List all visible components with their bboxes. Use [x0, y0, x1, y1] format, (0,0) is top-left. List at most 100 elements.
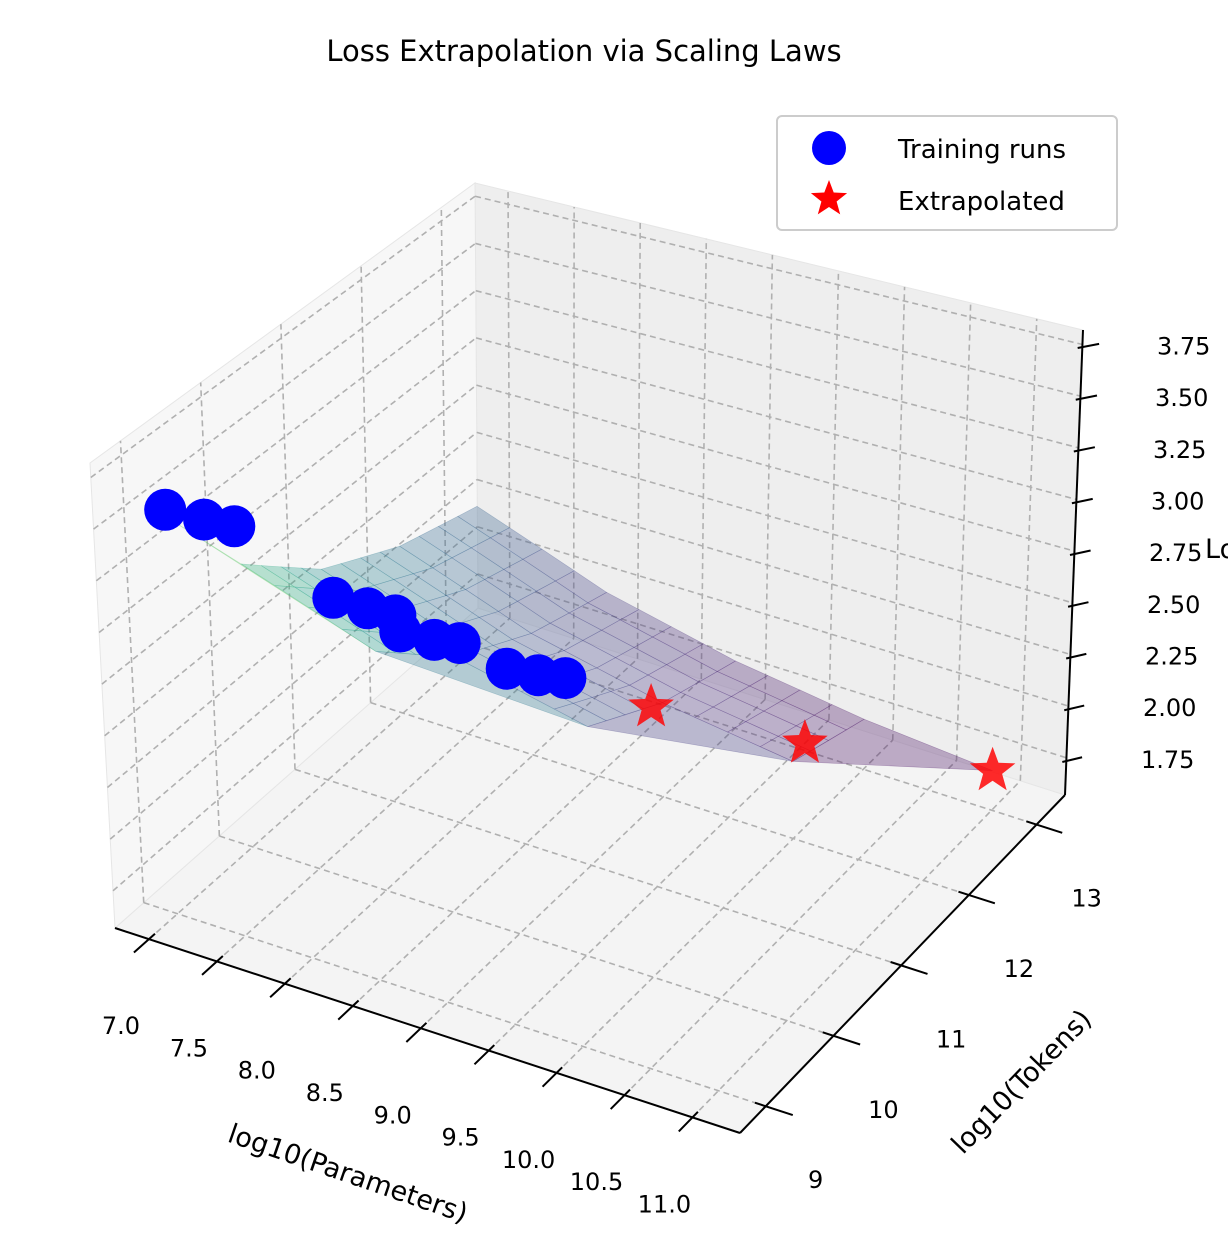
z-tick-mark: [1075, 394, 1098, 401]
gridline-y-floor: [294, 768, 902, 967]
surface-face: [568, 602, 621, 631]
y-tick-label: 12: [1004, 955, 1035, 983]
surface-face: [497, 600, 551, 634]
gridline-z-back: [475, 289, 1079, 449]
surface-face: [375, 651, 588, 727]
surface-face: [379, 545, 434, 575]
extrapolated-point: [628, 683, 674, 727]
surface-face: [511, 633, 565, 657]
z-tick-label: 3.75: [1157, 333, 1210, 361]
surface-face: [484, 569, 538, 602]
legend-label-training-runs: Training runs: [897, 135, 1066, 165]
gridline-x-back: [507, 190, 511, 619]
gridline-x-floor: [691, 780, 1021, 1118]
training-run-point: [485, 647, 528, 690]
z-axis-line: [1064, 329, 1084, 796]
axes-panes: [89, 182, 1084, 1134]
z-tick-label: 3.00: [1151, 488, 1204, 516]
gridline-y-left: [360, 265, 372, 703]
gridline-y-left: [199, 382, 221, 837]
gridline-x-floor: [488, 719, 830, 1052]
x-tick-label: 10.0: [502, 1146, 555, 1174]
surface-face: [698, 671, 751, 697]
z-tick-label: 3.50: [1155, 384, 1208, 412]
surface-face: [489, 527, 543, 560]
surface-face: [478, 611, 532, 640]
x-tick-mark: [201, 955, 224, 976]
gridline-y-left: [440, 207, 448, 637]
surface-face: [633, 636, 686, 665]
z-tick-mark: [1062, 756, 1083, 763]
x-tick-label: 10.5: [570, 1168, 623, 1196]
gridline-z-back: [474, 195, 1083, 346]
y-tick-mark: [1025, 820, 1063, 834]
surface-face: [465, 579, 519, 612]
gridline-z-back: [477, 526, 1069, 707]
x-tick-mark: [133, 933, 156, 954]
surface-face: [763, 700, 815, 727]
surface-face: [563, 640, 617, 669]
x-axis-label: log10(Parameters): [224, 1118, 472, 1229]
gridline-x-back: [636, 222, 642, 659]
gridline-y-floor: [219, 835, 834, 1037]
x-axis-line: [114, 927, 741, 1134]
gridline-x-back: [700, 238, 708, 680]
x-tick-label: 7.5: [170, 1034, 208, 1062]
surface-face: [716, 660, 769, 687]
surface-face: [457, 505, 511, 539]
z-tick-mark: [1071, 497, 1093, 505]
y-tick-mark: [890, 961, 928, 975]
surface-face: [781, 689, 833, 716]
surface-face: [813, 704, 865, 731]
y-tick-label: 13: [1071, 885, 1102, 913]
surface-face: [572, 697, 626, 722]
x-tick-mark: [678, 1111, 699, 1133]
training-run-point: [379, 610, 422, 653]
surface-face: [651, 626, 705, 655]
gridline-z-left: [104, 431, 478, 737]
surface-face: [503, 558, 556, 592]
gridline-x-back: [891, 286, 906, 741]
gridline-x-back: [764, 254, 774, 700]
surface-face: [647, 664, 700, 693]
gridline-y-left: [119, 440, 145, 903]
y-tick-mark: [754, 1101, 794, 1117]
surface-face: [684, 643, 737, 672]
surface-face: [426, 595, 480, 624]
surface-face: [554, 570, 608, 604]
surface-face: [587, 592, 640, 621]
surface-face: [614, 647, 668, 676]
y-axis-line: [739, 794, 1066, 1134]
gridline-x-back: [1019, 318, 1038, 781]
surface-face: [470, 537, 524, 570]
gridline-z-back: [475, 337, 1077, 501]
gridline-z-back: [475, 242, 1081, 397]
x-tick-mark: [473, 1044, 496, 1066]
training-run-point: [438, 622, 481, 665]
axis-lines: [114, 329, 1100, 1134]
gridline-x-floor: [148, 617, 511, 940]
z-tick-mark: [1067, 601, 1089, 608]
surface-face: [577, 667, 631, 692]
z-tick-label: 1.75: [1141, 746, 1194, 774]
gridline-x-floor: [623, 759, 958, 1096]
gridline-z-left: [109, 526, 478, 840]
surface-face: [445, 589, 500, 618]
gridline-z-left: [106, 478, 478, 789]
x-tick-mark: [541, 1066, 563, 1088]
surface-face: [553, 702, 608, 727]
surface-face: [522, 548, 575, 582]
z-axis-label: Loss: [1205, 534, 1228, 565]
surface-face: [451, 547, 505, 580]
legend-marker-training-runs: [812, 131, 846, 165]
z-tick-mark: [1064, 704, 1085, 712]
surface-face: [399, 535, 453, 569]
z-tick-mark: [1077, 342, 1100, 349]
surface-face: [748, 675, 801, 701]
z-tick-label: 2.25: [1145, 643, 1198, 671]
x-tick-label: 8.5: [306, 1079, 344, 1107]
surface-face: [418, 526, 472, 559]
training-run-point: [312, 576, 355, 619]
surface-face: [549, 612, 603, 641]
